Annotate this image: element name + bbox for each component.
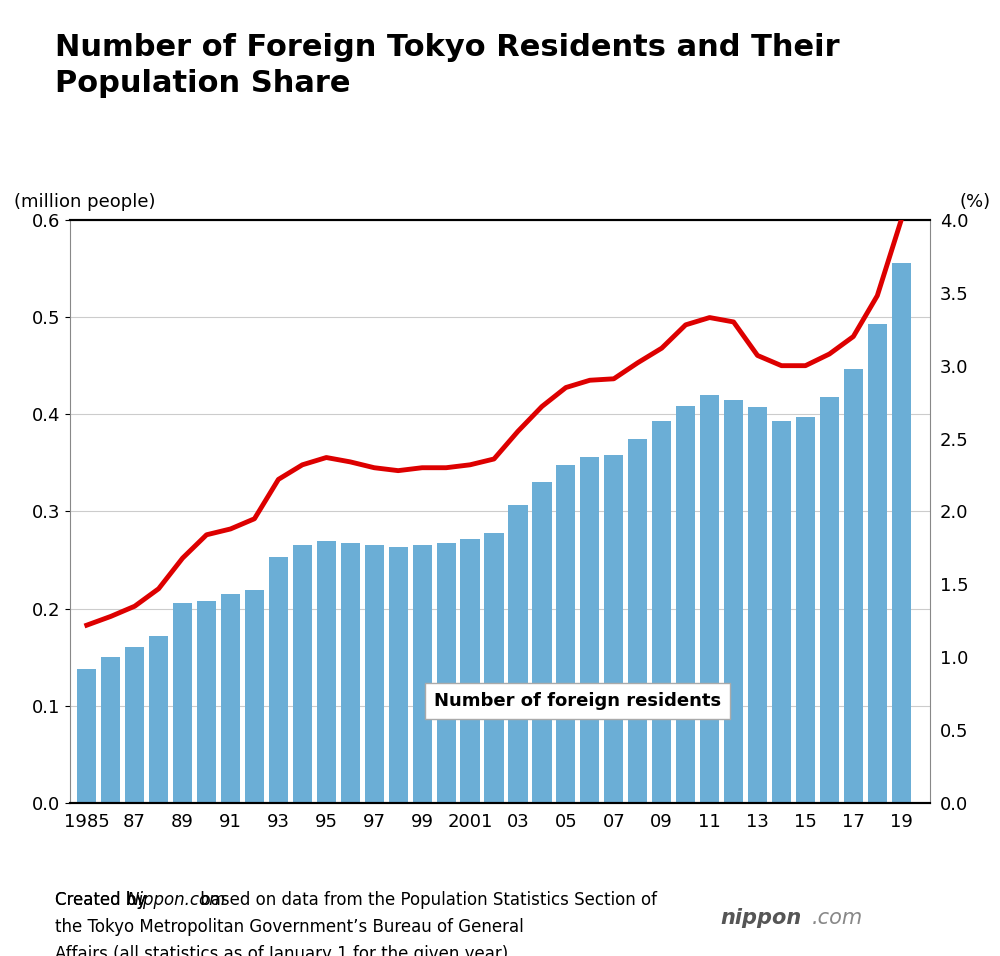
Bar	[293, 546, 312, 803]
Text: (million people): (million people)	[14, 193, 156, 211]
Bar	[125, 646, 144, 803]
Bar	[868, 324, 887, 803]
Bar	[892, 263, 911, 803]
Text: based on data from the Population Statistics Section of: based on data from the Population Statis…	[195, 891, 657, 909]
Bar	[796, 417, 815, 803]
Bar	[580, 457, 599, 803]
Text: the Tokyo Metropolitan Government’s Bureau of General: the Tokyo Metropolitan Government’s Bure…	[55, 918, 524, 936]
Bar	[245, 590, 264, 803]
Text: Number of Foreign Tokyo Residents and Their
Population Share: Number of Foreign Tokyo Residents and Th…	[55, 33, 840, 98]
Bar	[149, 636, 168, 803]
Bar	[365, 546, 384, 803]
Text: Created by: Created by	[55, 891, 152, 909]
Bar	[413, 546, 432, 803]
Bar	[101, 658, 120, 803]
Bar	[748, 407, 767, 803]
Bar	[628, 439, 647, 803]
Bar	[460, 538, 480, 803]
Bar	[77, 669, 96, 803]
Bar	[437, 543, 456, 803]
Bar	[197, 601, 216, 803]
Bar	[389, 548, 408, 803]
Bar	[341, 543, 360, 803]
Bar	[532, 482, 552, 803]
Bar	[652, 421, 671, 803]
Bar	[556, 465, 575, 803]
Bar	[676, 406, 695, 803]
Text: nippon: nippon	[720, 908, 801, 928]
Bar	[508, 505, 528, 803]
Bar	[772, 421, 791, 803]
Text: Number of foreign residents: Number of foreign residents	[434, 692, 721, 710]
Text: Created by: Created by	[55, 891, 152, 909]
Bar	[844, 369, 863, 803]
Bar	[173, 603, 192, 803]
Bar	[317, 540, 336, 803]
Bar	[700, 395, 719, 803]
Bar	[724, 400, 743, 803]
Bar	[484, 532, 504, 803]
Text: Affairs (all statistics as of January 1 for the given year).: Affairs (all statistics as of January 1 …	[55, 945, 514, 956]
Text: .com: .com	[812, 908, 863, 928]
Bar	[604, 455, 623, 803]
Text: (%): (%)	[959, 193, 990, 211]
Bar	[820, 397, 839, 803]
Bar	[221, 594, 240, 803]
Bar	[269, 557, 288, 803]
Text: Nippon.com: Nippon.com	[127, 891, 226, 909]
